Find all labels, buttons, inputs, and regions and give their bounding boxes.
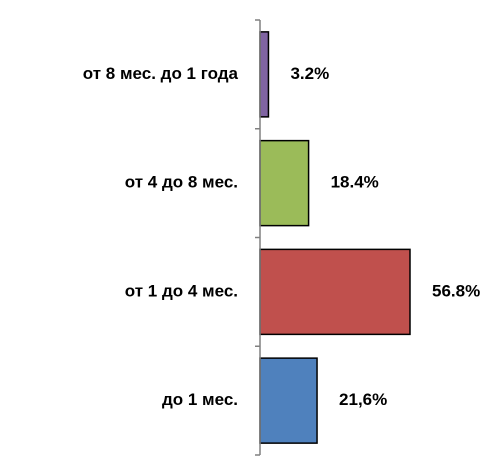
bar — [259, 248, 411, 336]
data-label: 3.2% — [290, 64, 329, 83]
category-label: до 1 мес. — [162, 390, 238, 409]
bar — [259, 357, 318, 444]
category-labels-group: до 1 мес. от 1 до 4 мес. от 4 до 8 мес. от … — [83, 64, 239, 409]
category-label: от 1 до 4 мес. — [125, 281, 238, 300]
bar — [259, 31, 270, 118]
data-label: 21,6% — [339, 390, 387, 409]
axis-ticks-group — [255, 19, 260, 456]
data-label: 56.8% — [432, 281, 480, 300]
bars-group — [259, 31, 411, 444]
data-label: 18.4% — [331, 173, 379, 192]
category-label: от 8 мес. до 1 года — [83, 64, 239, 83]
data-labels-group: 21,6% 56.8% 18.4% 3.2% — [290, 64, 480, 409]
category-label: от 4 до 8 мес. — [125, 173, 238, 192]
bar — [259, 139, 310, 227]
